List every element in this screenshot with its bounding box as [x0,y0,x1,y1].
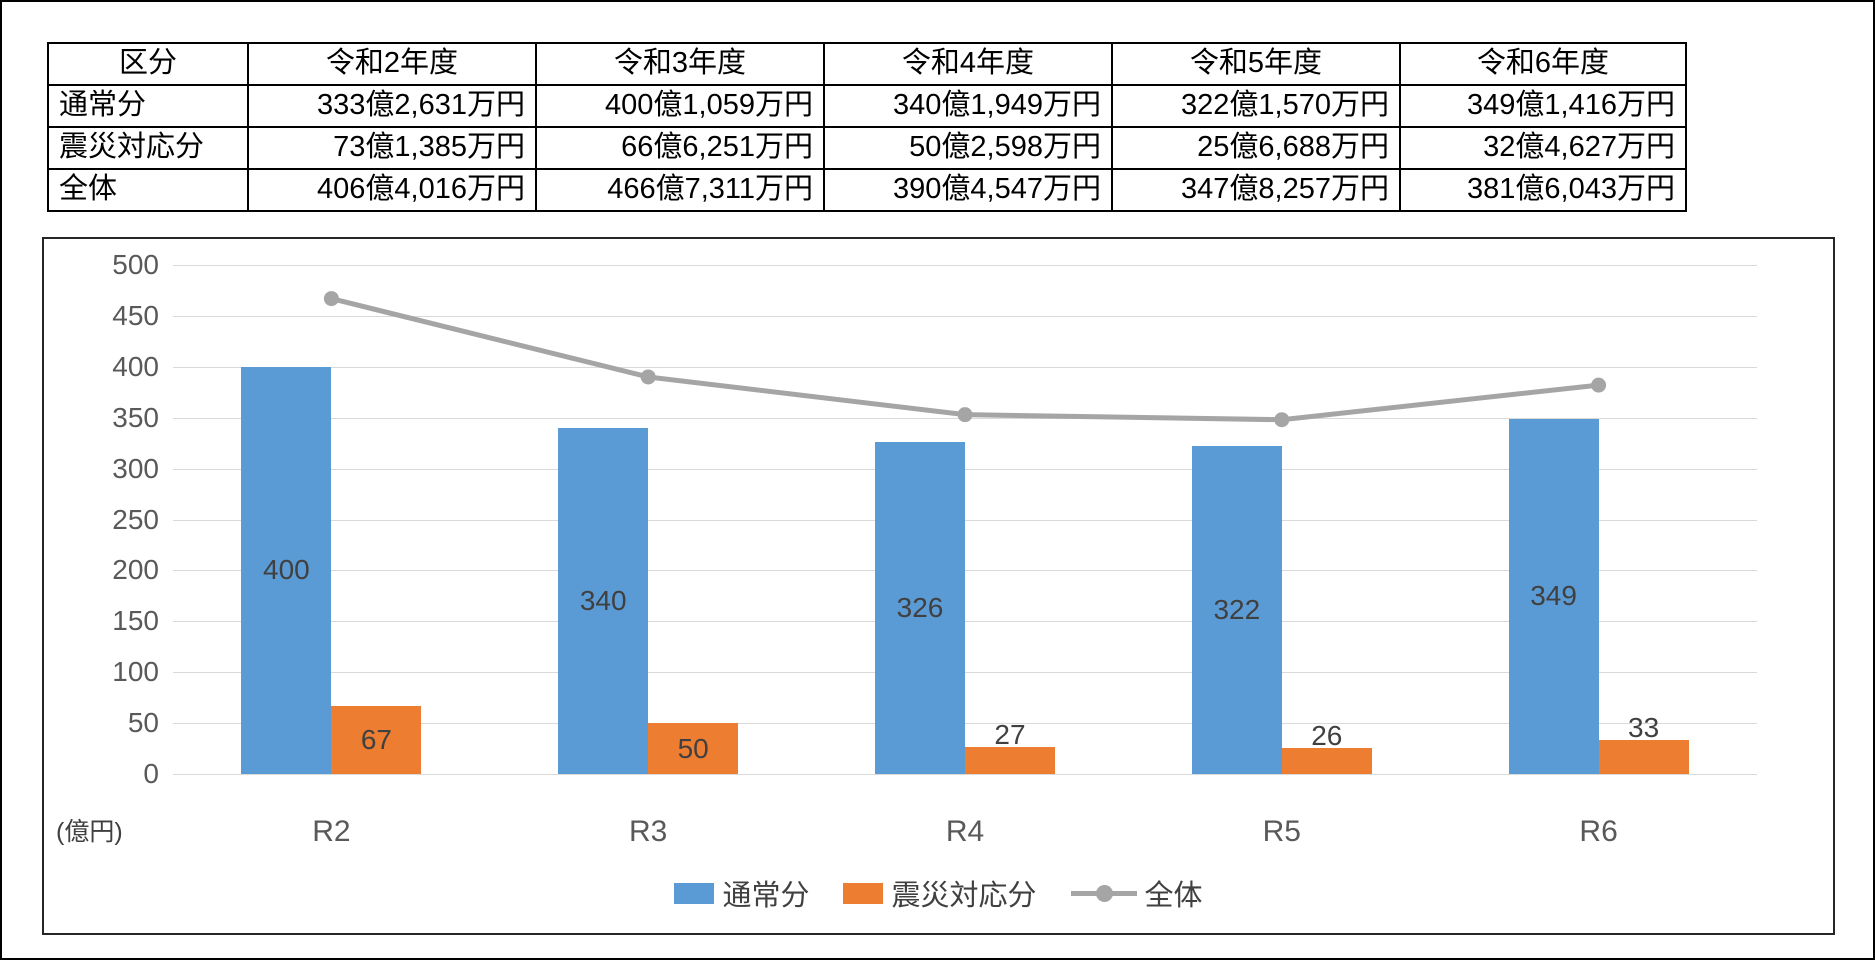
table-header-cell: 令和6年度 [1399,42,1687,86]
table-value-cell: 25億6,688万円 [1111,126,1401,170]
table-header-cell: 区分 [47,42,249,86]
y-axis-tick-label: 300 [112,452,159,484]
y-axis-tick-label: 100 [112,656,159,688]
table-value-cell: 66億6,251万円 [535,126,825,170]
table-value-cell: 32億4,627万円 [1399,126,1687,170]
bar-data-label: 349 [1530,580,1577,612]
y-axis-tick-label: 250 [112,503,159,535]
table-header-cell: 令和4年度 [823,42,1113,86]
gridline [173,570,1757,572]
x-axis-tick-label: R3 [629,815,668,848]
bar-data-label: 27 [994,718,1026,750]
gridline [173,265,1757,266]
table-header-cell: 令和3年度 [535,42,825,86]
table-header-cell: 令和5年度 [1111,42,1401,86]
row-label: 全体 [47,168,249,212]
line-marker [1274,412,1290,428]
combo-chart: 0 50 100 150 200 250 300 350 400 450 500 400 340 326… [42,237,1835,935]
bar-通常分-R2 [241,366,332,774]
line-marker [640,369,656,385]
table-value-cell: 322億1,570万円 [1111,84,1401,128]
gridline [173,366,1757,368]
table-value-cell: 347億8,257万円 [1111,168,1401,212]
table-header-cell: 令和2年度 [247,42,537,86]
bar-data-label: 326 [896,592,944,624]
gridline [173,723,1757,725]
table-value-cell: 406億4,016万円 [247,168,537,212]
fiscal-year-table: 区分 令和2年度 令和3年度 令和4年度 令和5年度 令和6年度 通常分 333億2,631… [47,42,1687,212]
legend-item-震災対応分: 震災対応分 [843,872,1037,914]
gridline [173,774,1757,775]
bar-通常分-R5 [1191,446,1282,774]
bar-data-label: 67 [360,723,392,755]
bar-通常分-R6 [1508,418,1599,774]
table-row: 震災対応分 73億1,385万円 66億6,251万円 50億2,598万円 25億6,… [47,126,1687,170]
table-value-cell: 50億2,598万円 [823,126,1113,170]
legend-item-全体: 全体 [1070,872,1203,914]
table-value-cell: 381億6,043万円 [1399,168,1687,212]
legend-item-通常分: 通常分 [674,872,809,914]
y-axis-tick-label: 450 [112,299,159,331]
table-value-cell: 73億1,385万円 [247,126,537,170]
y-axis-tick-label: 0 [143,758,159,789]
bar-data-label: 50 [677,732,709,764]
gridline [173,621,1757,623]
gridline [173,519,1757,521]
table-row: 全体 406億4,016万円 466億7,311万円 390億4,547万円 347億8… [47,168,1687,212]
bar-通常分-R3 [558,427,649,774]
x-axis-tick-label: R4 [945,815,985,848]
line-marker [1591,377,1607,393]
table-body: 通常分 333億2,631万円 400億1,059万円 340億1,949万円 322億… [47,84,1687,212]
x-axis-tick-label: R2 [312,815,351,848]
y-axis-tick-label: 200 [112,554,159,586]
table-value-cell: 333億2,631万円 [247,84,537,128]
bar-data-label: 340 [579,584,627,616]
bar-data-label: 26 [1311,719,1343,751]
table-value-cell: 466億7,311万円 [535,168,825,212]
total-line-series [323,291,1607,428]
bar-data-label: 400 [263,554,310,586]
table-value-cell: 340億1,949万円 [823,84,1113,128]
y-axis-tick-label: 500 [112,249,159,280]
table-value-cell: 390億4,547万円 [823,168,1113,212]
legend-label: 通常分 [722,880,810,912]
chart-legend: 通常分 震災対応分 全体 [44,872,1833,914]
table-value-cell: 400億1,059万円 [535,84,825,128]
legend-label: 全体 [1144,880,1203,912]
table-row: 通常分 333億2,631万円 400億1,059万円 340億1,949万円 322億… [47,84,1687,128]
table-header-row: 区分 令和2年度 令和3年度 令和4年度 令和5年度 令和6年度 [47,42,1687,86]
table-value-cell: 349億1,416万円 [1399,84,1687,128]
y-axis-tick-label: 50 [127,707,159,739]
gridline [173,468,1757,470]
y-axis-tick-label: 150 [112,605,159,637]
x-axis-tick-label: R6 [1579,815,1618,848]
legend-swatch-icon [843,882,884,904]
x-axis-tick-label: R5 [1262,815,1301,848]
y-axis-tick-label: 350 [112,401,159,433]
bar-震災対応分-R2 [331,705,422,774]
line-marker [957,407,973,423]
gridline [173,315,1757,317]
total-line [330,296,1599,423]
bar-通常分-R4 [875,442,965,774]
y-axis-tick-label: 400 [112,350,159,382]
legend-line-marker-icon [1070,883,1137,904]
gridline [173,672,1757,674]
bar-震災対応分-R6 [1598,740,1689,774]
bar-震災対応分-R5 [1281,747,1372,774]
axis-unit-label: (億円) [56,818,123,846]
row-label: 通常分 [47,84,249,128]
bar-震災対応分-R4 [965,746,1055,774]
line-marker [323,291,339,307]
legend-swatch-icon [674,882,715,904]
row-label: 震災対応分 [47,126,249,170]
legend-label: 震災対応分 [891,880,1037,912]
bar-data-label: 322 [1213,594,1261,626]
bar-震災対応分-R3 [648,723,739,774]
bar-data-label: 33 [1628,712,1660,744]
